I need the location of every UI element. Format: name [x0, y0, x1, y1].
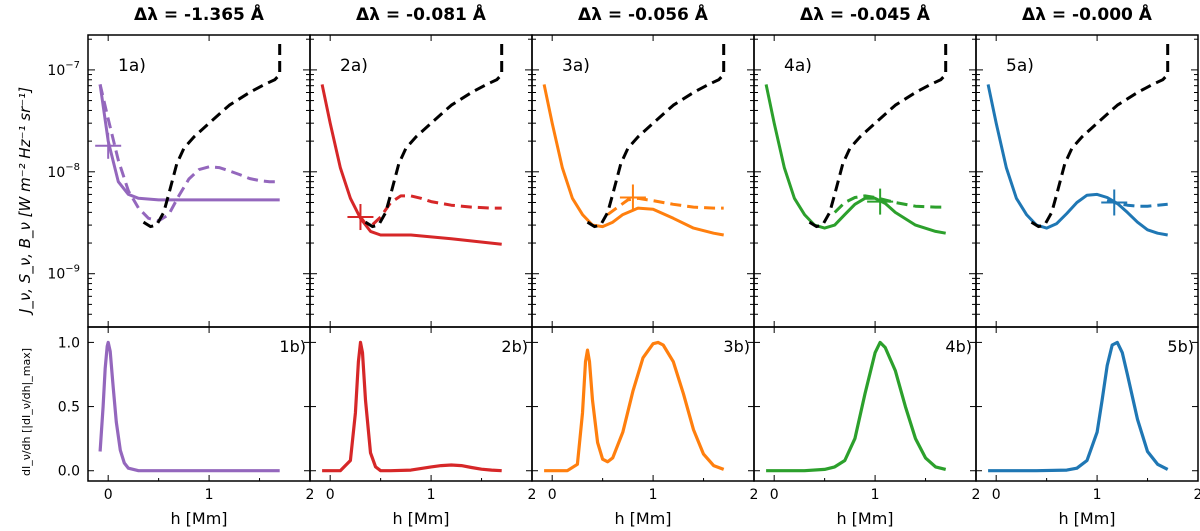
series-b-line: [364, 39, 504, 229]
series-j-line: [606, 196, 724, 216]
contribution-line: [544, 340, 725, 473]
panel-title: Δλ = -1.365 Å: [134, 2, 265, 25]
panel-title: Δλ = -0.081 Å: [356, 2, 487, 25]
panel-label: 3a): [562, 56, 590, 76]
panel-1a: 1a) 10−9 10−8 10−7: [47, 34, 311, 328]
bottom-panels: 1b) 0.0 0.5 1.0 0 1 2 h [Mm] 2b) 0 1 2 h [Mm] 3b) 0 1 2 h…: [58, 326, 1200, 528]
series-group: [98, 39, 282, 229]
series-b-line: [142, 39, 282, 229]
y-tick-label: 0.0: [58, 464, 80, 480]
x-axis-label: h [Mm]: [836, 509, 893, 528]
series-group: [542, 39, 726, 237]
panel-label: 4a): [784, 56, 812, 76]
x-tick-label: 1: [649, 487, 658, 503]
contribution-line: [98, 340, 280, 473]
contribution-line: [322, 340, 502, 473]
panel-label: 1b): [279, 337, 306, 356]
top-panels: 1a) 10−9 10−8 10−7 2a) 3a) 4a) 5a): [47, 34, 1199, 328]
panel-frame: [309, 326, 533, 482]
panel-1b: 1b) 0.0 0.5 1.0 0 1 2 h [Mm]: [58, 326, 315, 528]
panel-label: 2a): [340, 56, 368, 76]
x-tick-label: 0: [104, 487, 113, 503]
panel-3a: 3a): [531, 34, 755, 328]
panel-frame: [531, 326, 755, 482]
x-tick-label: 1: [1093, 487, 1102, 503]
x-tick-label: 0: [992, 487, 1001, 503]
panel-5a: 5a): [975, 34, 1199, 328]
x-tick-label: 0: [548, 487, 557, 503]
series-s-line: [98, 84, 280, 202]
panel-4b: 4b) 0 1 2 h [Mm]: [753, 326, 981, 528]
y-tick-label: 10−8: [47, 162, 80, 181]
x-tick-label: 0: [326, 487, 335, 503]
x-axis-label: h [Mm]: [170, 509, 227, 528]
panel-3b: 3b) 0 1 2 h [Mm]: [531, 326, 759, 528]
series-j-line: [359, 194, 502, 229]
x-tick-label: 2: [528, 487, 537, 503]
contribution-line: [988, 340, 1169, 473]
x-tick-label: 2: [972, 487, 981, 503]
panel-2a: 2a): [309, 34, 533, 328]
x-tick-label: 1: [871, 487, 880, 503]
y-tick-label: 1.0: [58, 335, 80, 351]
series-s-line: [764, 84, 946, 235]
panel-2b: 2b) 0 1 2 h [Mm]: [309, 326, 537, 528]
series-group: [320, 39, 504, 246]
x-tick-label: 2: [750, 487, 759, 503]
series-group: [764, 39, 948, 235]
panel-label: 2b): [501, 337, 528, 356]
series-b-line: [586, 39, 726, 229]
x-axis-label: h [Mm]: [392, 509, 449, 528]
panel-title: Δλ = -0.045 Å: [800, 2, 931, 25]
series-b-line: [1030, 39, 1170, 229]
y-tick-label: 10−7: [47, 60, 80, 79]
x-tick-label: 2: [306, 487, 315, 503]
x-tick-label: 0: [770, 487, 779, 503]
panel-label: 5b): [1167, 337, 1194, 356]
series-s-line: [986, 84, 1168, 237]
panel-4a: 4a): [753, 34, 977, 328]
axis-labels: J_ν, S_ν, B_ν [W m⁻² Hz⁻¹ sr⁻¹] dI_ν/dh …: [16, 87, 35, 476]
y-axis-label-bottom: dI_ν/dh [|dI_ν/dh|_max]: [20, 348, 33, 476]
panel-title: Δλ = -0.000 Å: [1022, 2, 1153, 25]
panel-titles: Δλ = -1.365 Å Δλ = -0.081 Å Δλ = -0.056 Å Δ…: [134, 2, 1153, 25]
series-s-line: [542, 84, 724, 237]
panel-label: 4b): [945, 337, 972, 356]
x-tick-label: 1: [205, 487, 214, 503]
y-axis-label-top: J_ν, S_ν, B_ν [W m⁻² Hz⁻¹ sr⁻¹]: [16, 87, 35, 316]
x-axis-label: h [Mm]: [614, 509, 671, 528]
panel-label: 1a): [118, 56, 146, 76]
panel-label: 5a): [1006, 56, 1034, 76]
panel-frame: [975, 326, 1199, 482]
x-axis-label: h [Mm]: [1058, 509, 1115, 528]
x-tick-label: 2: [1194, 487, 1200, 503]
series-b-line: [808, 39, 948, 229]
series-j-line: [833, 194, 946, 214]
contribution-line: [766, 340, 947, 473]
series-s-line: [320, 84, 502, 246]
panel-label: 3b): [723, 337, 750, 356]
series-j-line: [98, 84, 280, 223]
y-tick-label: 10−9: [47, 264, 80, 283]
x-tick-label: 1: [427, 487, 436, 503]
panel-title: Δλ = -0.056 Å: [578, 2, 709, 25]
y-tick-label: 0.5: [58, 400, 80, 416]
panel-5b: 5b) 0 1 2 h [Mm]: [975, 326, 1200, 528]
panel-frame: [753, 326, 977, 482]
